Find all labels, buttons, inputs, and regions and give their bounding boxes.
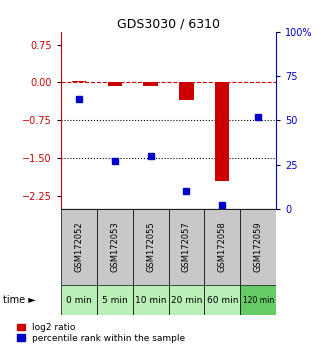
- Text: GSM172057: GSM172057: [182, 222, 191, 272]
- Bar: [133, 285, 169, 315]
- Bar: [97, 209, 133, 285]
- Legend: log2 ratio, percentile rank within the sample: log2 ratio, percentile rank within the s…: [17, 323, 185, 343]
- Text: time ►: time ►: [3, 295, 36, 305]
- Text: GSM172058: GSM172058: [218, 222, 227, 272]
- Bar: [169, 209, 204, 285]
- Text: GSM172055: GSM172055: [146, 222, 155, 272]
- Text: GSM172059: GSM172059: [254, 222, 263, 272]
- Bar: [240, 285, 276, 315]
- Title: GDS3030 / 6310: GDS3030 / 6310: [117, 18, 220, 31]
- Text: GSM172052: GSM172052: [74, 222, 83, 272]
- Bar: [179, 82, 194, 100]
- Text: 5 min: 5 min: [102, 296, 128, 304]
- Text: 20 min: 20 min: [171, 296, 202, 304]
- Bar: [72, 81, 86, 82]
- Bar: [133, 209, 169, 285]
- Bar: [61, 285, 97, 315]
- Bar: [108, 82, 122, 86]
- Bar: [215, 82, 230, 181]
- Bar: [143, 82, 158, 86]
- Text: 60 min: 60 min: [206, 296, 238, 304]
- Bar: [204, 285, 240, 315]
- Bar: [97, 285, 133, 315]
- Bar: [204, 209, 240, 285]
- Text: GSM172053: GSM172053: [110, 222, 119, 272]
- Bar: [61, 209, 97, 285]
- Text: 0 min: 0 min: [66, 296, 92, 304]
- Text: 120 min: 120 min: [242, 296, 274, 304]
- Bar: [240, 209, 276, 285]
- Text: 10 min: 10 min: [135, 296, 166, 304]
- Bar: [169, 285, 204, 315]
